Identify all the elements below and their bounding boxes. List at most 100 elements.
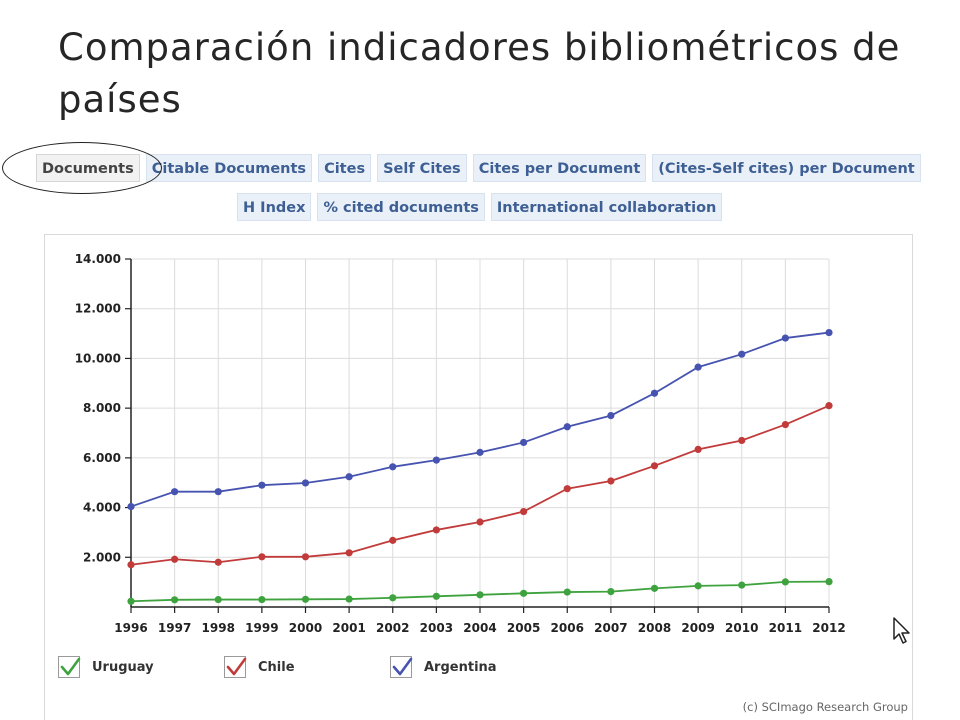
data-point-argentina xyxy=(825,328,833,337)
data-point-argentina xyxy=(301,479,310,487)
legend-item-chile[interactable]: Chile xyxy=(224,656,354,678)
data-point-chile xyxy=(345,549,353,557)
chart-panel: 2.000 4.000 6.000 8.000 10.000 12.000 14.000 19… xyxy=(44,234,913,720)
data-point-uruguay xyxy=(563,588,571,596)
tab-self-cites[interactable]: Self Cites xyxy=(377,154,467,182)
y-tick-label: 10.000 xyxy=(75,351,121,365)
copyright-credit: (c) SCImago Research Group xyxy=(742,700,908,714)
legend-label: Argentina xyxy=(424,659,497,675)
tab-cites-self-cites-per-document[interactable]: (Cites-Self cites) per Document xyxy=(652,154,921,182)
data-point-chile xyxy=(607,477,615,485)
data-point-chile xyxy=(432,526,440,534)
data-point-argentina xyxy=(607,412,615,420)
data-point-uruguay xyxy=(607,587,615,596)
data-point-argentina xyxy=(781,334,789,342)
x-tick-label: 2011 xyxy=(769,621,802,635)
x-tick-label: 2000 xyxy=(289,621,322,635)
y-tick-label: 14.000 xyxy=(75,252,121,266)
data-point-argentina xyxy=(127,502,135,511)
data-point-uruguay xyxy=(301,595,310,603)
y-tick-label: 12.000 xyxy=(75,302,121,316)
y-tick-label: 2.000 xyxy=(83,550,121,564)
data-point-argentina xyxy=(738,350,746,358)
data-point-uruguay xyxy=(171,596,179,604)
data-point-uruguay xyxy=(694,582,702,590)
data-point-chile xyxy=(563,485,571,493)
data-point-uruguay xyxy=(738,581,746,589)
data-point-chile xyxy=(825,402,833,410)
mouse-pointer-icon xyxy=(893,617,910,644)
indicator-tabs-row-1: Documents Citable Documents Cites Self Cite… xyxy=(36,154,921,182)
data-point-uruguay xyxy=(520,589,528,597)
x-tick-label: 2006 xyxy=(551,621,584,635)
x-tick-label: 2009 xyxy=(681,621,714,635)
checkbox-checked-icon[interactable] xyxy=(390,656,413,678)
x-tick-label: 2003 xyxy=(420,621,453,635)
data-point-argentina xyxy=(258,481,266,489)
tab-documents[interactable]: Documents xyxy=(36,154,140,182)
x-tick-label: 2008 xyxy=(638,621,671,635)
data-point-argentina xyxy=(389,463,397,471)
data-point-uruguay xyxy=(781,578,789,586)
data-point-uruguay xyxy=(650,584,659,592)
data-point-chile xyxy=(258,553,266,561)
data-point-chile xyxy=(520,507,528,516)
legend-item-uruguay[interactable]: Uruguay xyxy=(58,656,188,678)
legend-label: Chile xyxy=(258,659,295,675)
x-tick-label: 1998 xyxy=(202,621,235,635)
data-point-uruguay xyxy=(432,592,440,600)
data-point-chile xyxy=(738,436,746,445)
data-point-argentina xyxy=(650,389,659,397)
data-point-uruguay xyxy=(825,578,833,586)
x-tick-label: 2002 xyxy=(376,621,409,635)
data-point-uruguay xyxy=(389,594,397,602)
x-tick-label: 2001 xyxy=(332,621,365,635)
checkbox-checked-icon[interactable] xyxy=(224,656,247,678)
tab-cited-documents[interactable]: % cited documents xyxy=(317,193,485,221)
data-point-argentina xyxy=(694,363,702,371)
data-point-argentina xyxy=(171,488,179,496)
data-point-uruguay xyxy=(214,595,222,604)
data-point-uruguay xyxy=(345,595,353,603)
data-point-chile xyxy=(171,555,179,563)
data-point-chile xyxy=(476,518,484,526)
x-tick-label: 1997 xyxy=(158,621,191,635)
line-chart: 2.000 4.000 6.000 8.000 10.000 12.000 14.000 19… xyxy=(75,252,846,635)
data-point-uruguay xyxy=(258,595,266,604)
x-tick-label: 1999 xyxy=(245,621,278,635)
indicator-tabs-row-2: H Index% cited documents International co… xyxy=(237,193,723,221)
x-tick-label: 2007 xyxy=(594,621,627,635)
x-tick-label: 1996 xyxy=(114,621,147,635)
tab-cites[interactable]: Cites xyxy=(318,154,372,182)
tab-international-collaboration[interactable]: International collaboration xyxy=(490,193,723,221)
data-point-chile xyxy=(694,445,702,454)
data-point-argentina xyxy=(214,488,222,496)
checkbox-checked-icon[interactable] xyxy=(58,656,81,678)
y-tick-label: 6.000 xyxy=(83,451,121,465)
data-point-chile xyxy=(781,420,789,429)
data-point-uruguay xyxy=(127,597,135,605)
legend-item-argentina[interactable]: Argentina xyxy=(390,656,520,678)
data-point-chile xyxy=(389,536,397,544)
y-tick-label: 4.000 xyxy=(83,501,121,515)
data-point-argentina xyxy=(345,473,353,481)
data-point-chile xyxy=(127,561,135,569)
data-point-argentina xyxy=(432,456,440,464)
tab-h-index[interactable]: H Index xyxy=(237,193,312,221)
x-tick-label: 2012 xyxy=(812,621,845,635)
data-point-chile xyxy=(650,462,659,470)
data-point-argentina xyxy=(520,438,528,447)
tab-citable-documents[interactable]: Citable Documents xyxy=(145,154,313,182)
data-point-argentina xyxy=(476,448,484,456)
x-tick-label: 2005 xyxy=(507,621,540,635)
tab-cites-per-document[interactable]: Cites per Document xyxy=(472,154,647,182)
x-tick-label: 2010 xyxy=(725,621,758,635)
chart-legend: Uruguay Chile Argentina xyxy=(58,656,556,678)
data-point-chile xyxy=(214,558,222,566)
data-point-uruguay xyxy=(476,591,484,599)
y-tick-label: 8.000 xyxy=(83,401,121,415)
slide-title: Comparación indicadores bibliométricos d… xyxy=(58,26,901,121)
data-point-argentina xyxy=(563,423,571,431)
legend-label: Uruguay xyxy=(92,659,154,675)
